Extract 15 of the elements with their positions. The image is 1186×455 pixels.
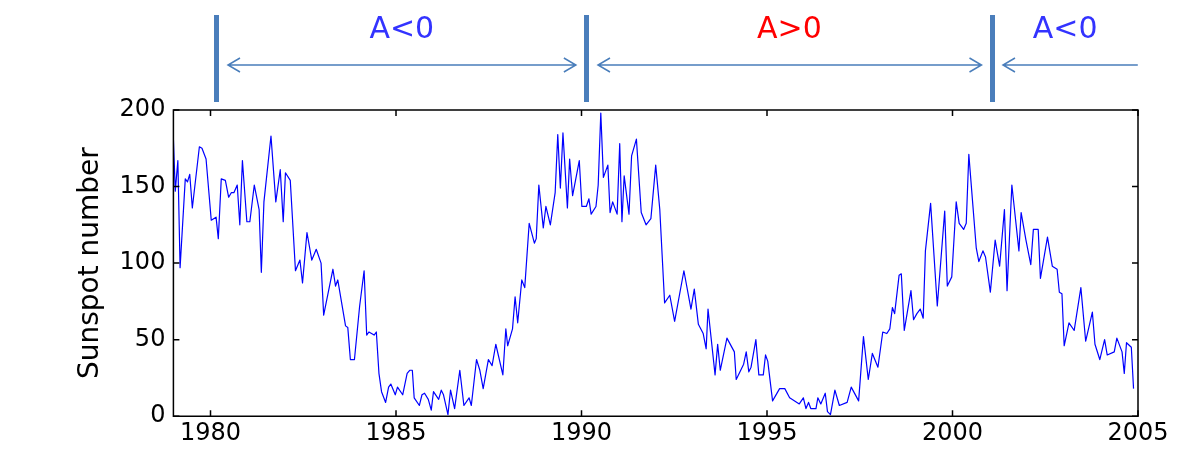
text: A>0 (757, 9, 822, 45)
x-tick-label: 2000 (921, 417, 984, 446)
y-tick-label: 200 (119, 94, 166, 123)
x-tick-label: 1980 (179, 417, 242, 446)
x-tick-label: 1995 (736, 417, 798, 446)
y-tick-label: 0 (150, 400, 166, 429)
y-tick-label: 150 (119, 170, 166, 199)
x-tick-label: 1990 (550, 417, 613, 446)
y-tick-label: 100 (119, 247, 166, 276)
y-axis-title: Sunspot number (72, 146, 106, 380)
y-tick-label: 50 (134, 323, 166, 352)
text: A<0 (1032, 9, 1098, 45)
text: A<0 (369, 9, 435, 45)
x-tick-label: 2005 (1107, 417, 1169, 446)
x-tick-label: 1985 (365, 417, 427, 446)
